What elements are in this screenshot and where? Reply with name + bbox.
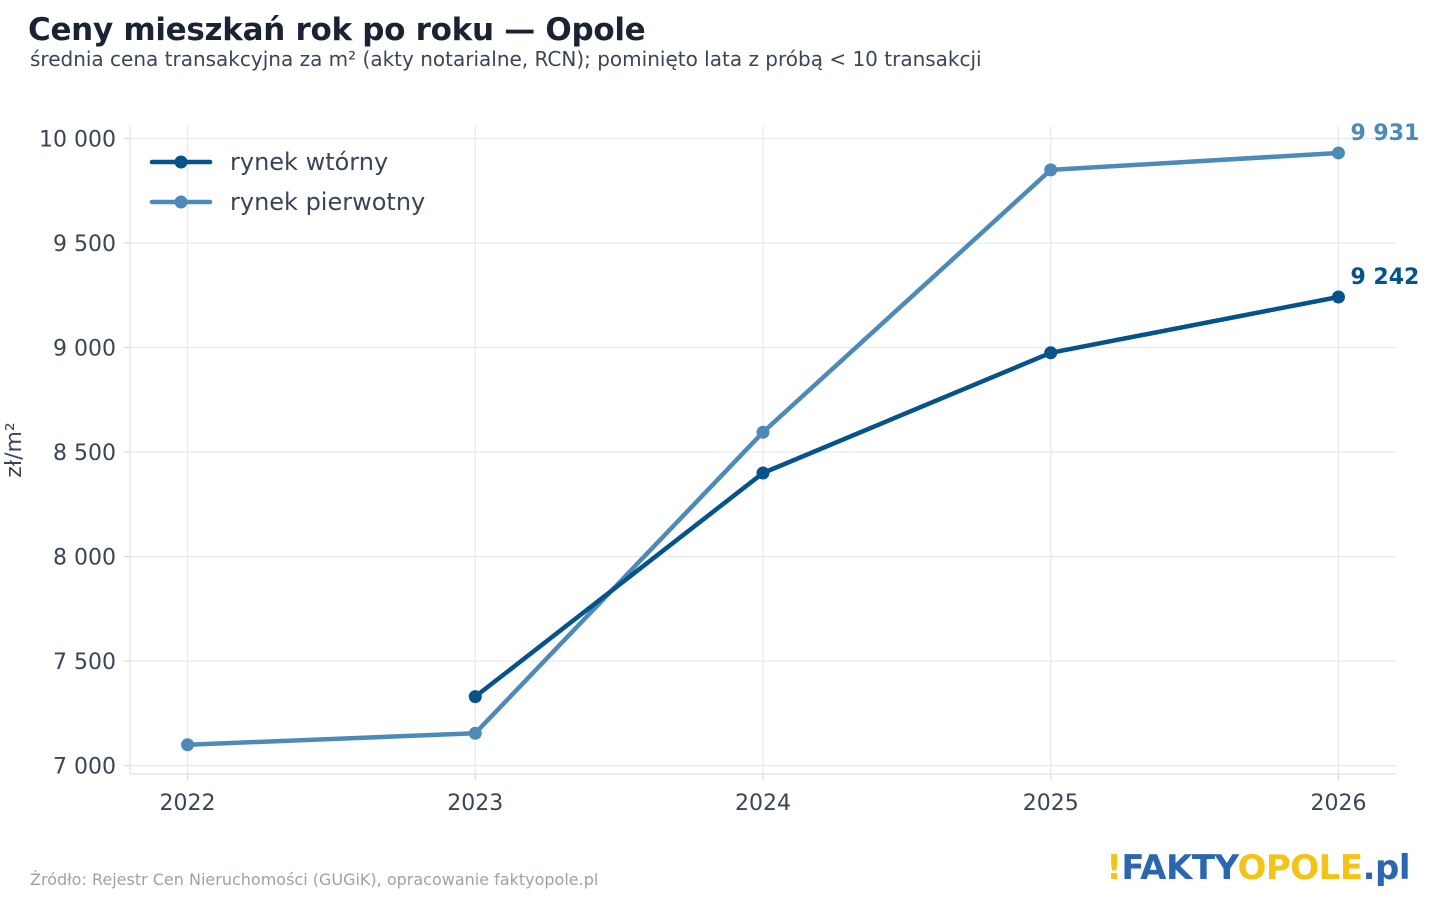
chart-subtitle: średnia cena transakcyjna za m² (akty no… <box>30 47 982 71</box>
logo-prefix: ! <box>1106 848 1122 888</box>
end-value-label: 9 242 <box>1350 265 1419 290</box>
faktyopole-logo: !FAKTYOPOLE.pl <box>1106 848 1410 888</box>
series-line-0 <box>473 294 1341 699</box>
legend-label: rynek pierwotny <box>230 188 425 216</box>
logo-suffix: .pl <box>1362 848 1411 888</box>
data-point <box>1044 346 1058 360</box>
x-tick-label: 2022 <box>160 791 216 816</box>
y-axis-label: zł/m² <box>2 422 27 477</box>
x-tick-label: 2025 <box>1023 791 1079 816</box>
data-point <box>1044 163 1058 177</box>
chart-title: Ceny mieszkań rok po roku — Opole <box>28 12 646 48</box>
data-point <box>756 425 770 439</box>
y-tick-label: 9 500 <box>53 232 116 257</box>
y-tick-label: 9 000 <box>53 337 116 362</box>
y-tick-label: 7 500 <box>53 650 116 675</box>
data-point <box>1331 146 1345 160</box>
end-value-label: 9 931 <box>1350 121 1419 146</box>
legend-marker <box>174 195 188 209</box>
axes: 7 000 7 500 8 000 8 500 9 000 9 500 10 000 2022… <box>2 126 1396 816</box>
data-point <box>756 466 770 480</box>
data-point <box>468 690 482 704</box>
series-lines <box>181 146 1345 752</box>
y-tick-label: 10 000 <box>39 128 116 153</box>
logo-opole: OPOLE <box>1237 848 1363 888</box>
data-point <box>181 738 195 752</box>
x-tick-label: 2023 <box>447 791 503 816</box>
data-point <box>468 726 482 740</box>
source-note: Źródło: Rejestr Cen Nieruchomości (GUGiK… <box>30 870 599 889</box>
data-point <box>1331 290 1345 304</box>
x-tick-label: 2024 <box>735 791 791 816</box>
x-tick-label: 2026 <box>1310 791 1366 816</box>
legend-marker <box>174 155 188 169</box>
legend-label: rynek wtórny <box>230 148 388 176</box>
y-tick-label: 8 500 <box>53 441 116 466</box>
y-tick-label: 8 000 <box>53 546 116 571</box>
grid-lines <box>130 126 1396 774</box>
logo-fakty: FAKTY <box>1121 848 1238 888</box>
y-tick-label: 7 000 <box>53 755 116 780</box>
legend: rynek wtórny rynek pierwotny <box>149 148 425 216</box>
data-labels: 9 931 9 242 <box>1350 121 1419 290</box>
